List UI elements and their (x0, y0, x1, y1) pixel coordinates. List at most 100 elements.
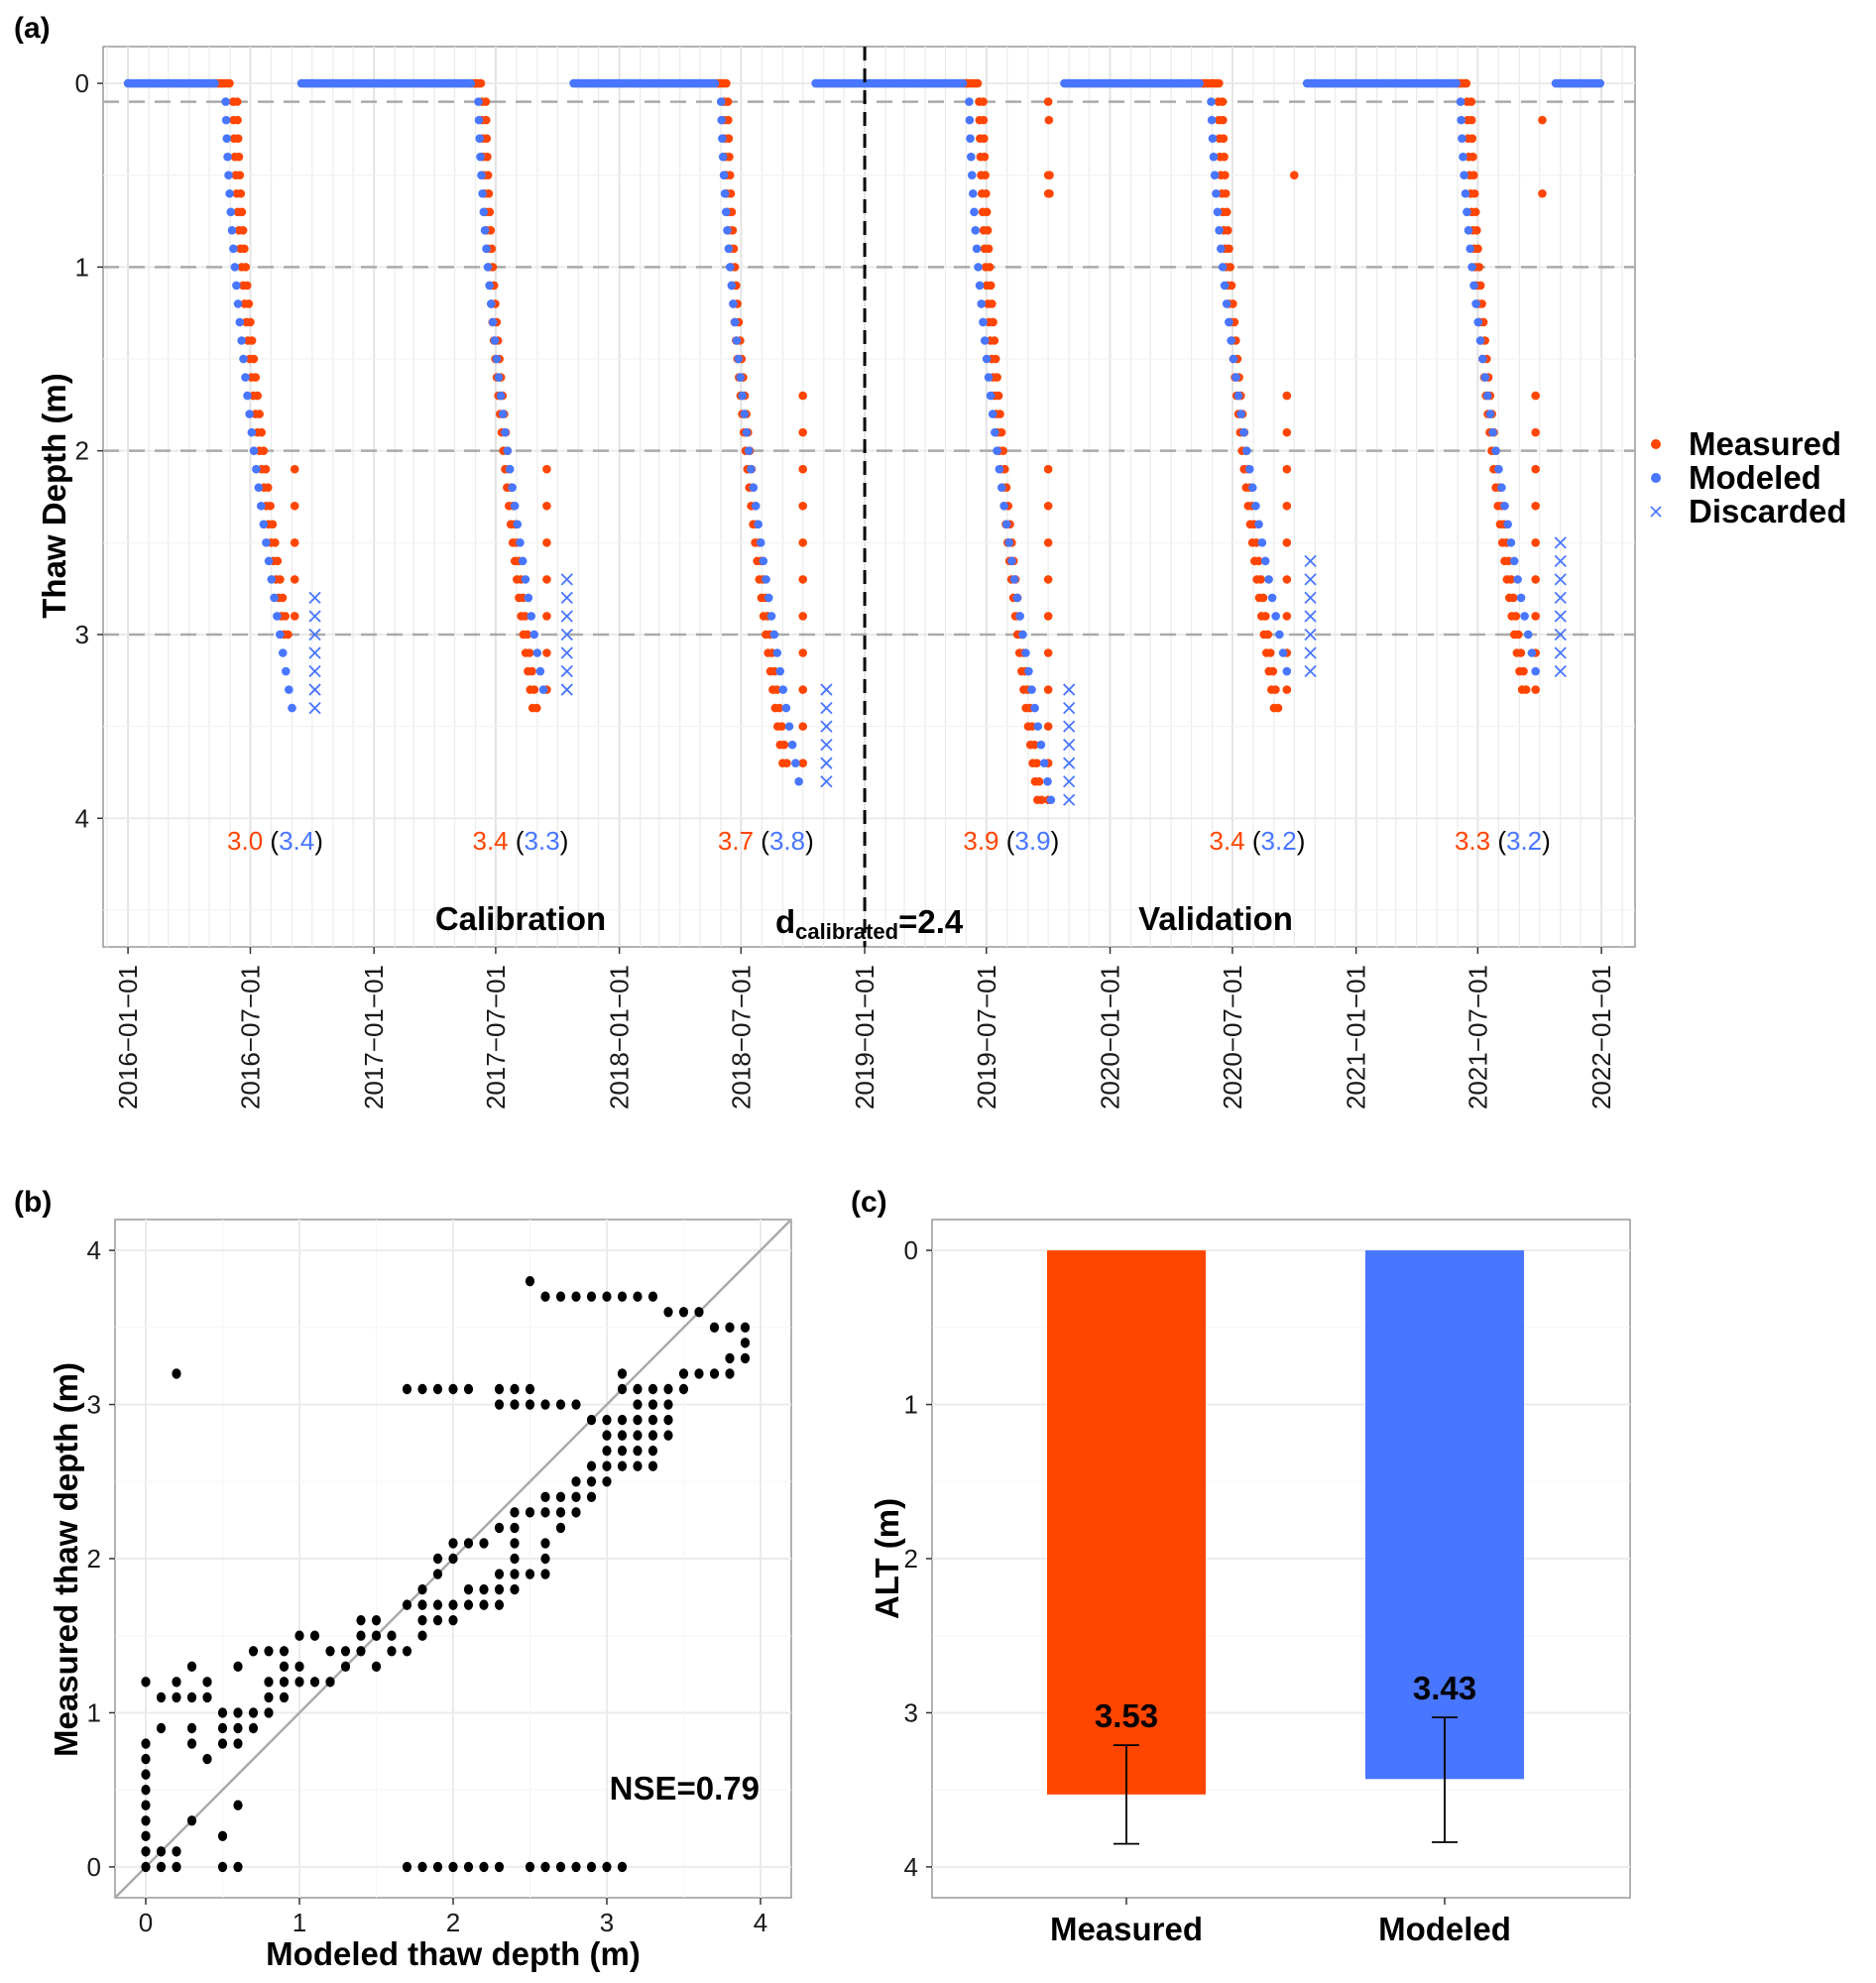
modeled-point (510, 501, 520, 511)
modeled-point (235, 317, 245, 327)
measured-point (235, 171, 245, 180)
measured-point (1514, 630, 1523, 640)
panel-a-y-axis-title: Thaw Depth (m) (36, 373, 72, 618)
modeled-point (1208, 134, 1218, 143)
scatter-point (540, 1491, 550, 1503)
d-calibrated-label: dcalibrated=2.4 (775, 903, 964, 944)
modeled-point (538, 685, 548, 694)
measured-point (798, 538, 808, 547)
measured-point (1227, 281, 1236, 291)
measured-outlier-point (1043, 97, 1053, 106)
scatter-point (172, 1691, 181, 1703)
scatter-point (417, 1614, 427, 1626)
scatter-point (663, 1383, 673, 1395)
scatter-point (740, 1352, 751, 1364)
modeled-point (1480, 373, 1490, 382)
scatter-point (555, 1861, 566, 1873)
scatter-point (417, 1861, 427, 1873)
modeled-point (747, 464, 756, 474)
scatter-point (448, 1538, 458, 1549)
measured-point (273, 556, 283, 566)
y-tick-label: 0 (904, 1235, 918, 1265)
measured-point (798, 612, 808, 621)
x-tick-label: 4 (754, 1908, 767, 1937)
modeled-point (1466, 244, 1475, 254)
modeled-point (1222, 299, 1231, 308)
y-tick-label: 4 (87, 1235, 101, 1265)
modeled-point (1233, 391, 1243, 401)
modeled-point (971, 226, 981, 235)
measured-point (278, 593, 288, 603)
scatter-point (494, 1599, 505, 1610)
modeled-point (778, 685, 788, 694)
modeled-point (762, 575, 770, 584)
scatter-point (663, 1399, 673, 1410)
scatter-point (448, 1861, 458, 1873)
scatter-point (448, 1599, 458, 1610)
x-category-label: Measured (1050, 1911, 1203, 1947)
measured-point (1531, 464, 1540, 474)
modeled-point (729, 299, 738, 308)
measured-point (725, 171, 735, 180)
modeled-point (476, 152, 485, 162)
modeled-point (239, 354, 248, 364)
modeled-point (1478, 354, 1487, 364)
measured-outlier-point (1045, 188, 1054, 198)
scatter-point (264, 1691, 274, 1703)
modeled-point (1485, 409, 1495, 418)
modeled-point (754, 520, 763, 529)
modeled-point (972, 244, 982, 254)
measured-point (259, 446, 269, 455)
scatter-point (647, 1445, 658, 1457)
scatter-point (555, 1522, 566, 1534)
modeled-point (988, 409, 997, 418)
measured-point (994, 391, 1003, 401)
panel-a-legend: Measured Modeled Discarded (1650, 425, 1847, 529)
scatter-point (510, 1553, 520, 1565)
scatter-point (555, 1399, 566, 1410)
x-tick-label: 2019−07−01 (972, 965, 1001, 1109)
modeled-point (505, 464, 515, 474)
scatter-point (279, 1646, 290, 1657)
discarded-point (1304, 664, 1317, 678)
y-tick-label: 1 (904, 1390, 918, 1420)
measured-point (979, 97, 988, 106)
measured-point (1032, 758, 1041, 767)
measured-point (225, 78, 234, 88)
modeled-point (723, 226, 732, 235)
scatter-point (432, 1553, 443, 1565)
scatter-point (340, 1661, 351, 1673)
modeled-point (527, 612, 536, 621)
modeled-point (249, 446, 259, 455)
modeled-point (1461, 188, 1470, 198)
measured-point (798, 501, 808, 511)
measured-point (255, 409, 264, 418)
modeled-point (1471, 299, 1480, 308)
scatter-point (248, 1646, 259, 1657)
y-tick-label: 1 (75, 252, 89, 282)
discarded-point (1554, 610, 1567, 623)
modeled-point (710, 78, 720, 88)
modeled-point (264, 556, 274, 566)
y-tick-label: 3 (87, 1390, 101, 1420)
modeled-point (965, 115, 975, 125)
modeled-point (784, 722, 794, 731)
scatter-point (617, 1861, 628, 1873)
modeled-point (1503, 520, 1512, 529)
modeled-point (1195, 78, 1205, 88)
measured-point (1472, 226, 1481, 235)
discarded-point (1063, 757, 1076, 769)
modeled-point (221, 115, 231, 125)
modeled-point (1033, 722, 1043, 731)
panel-b-points (141, 1275, 751, 1873)
measured-point (1043, 464, 1053, 474)
measured-point (1221, 171, 1230, 180)
measured-point (1219, 134, 1229, 143)
measured-point (1468, 152, 1477, 162)
discarded-point (1304, 554, 1317, 567)
measured-point (485, 207, 495, 217)
measured-point (979, 115, 989, 125)
x-tick-label: 2019−01−01 (850, 965, 879, 1109)
modeled-point (223, 152, 232, 162)
